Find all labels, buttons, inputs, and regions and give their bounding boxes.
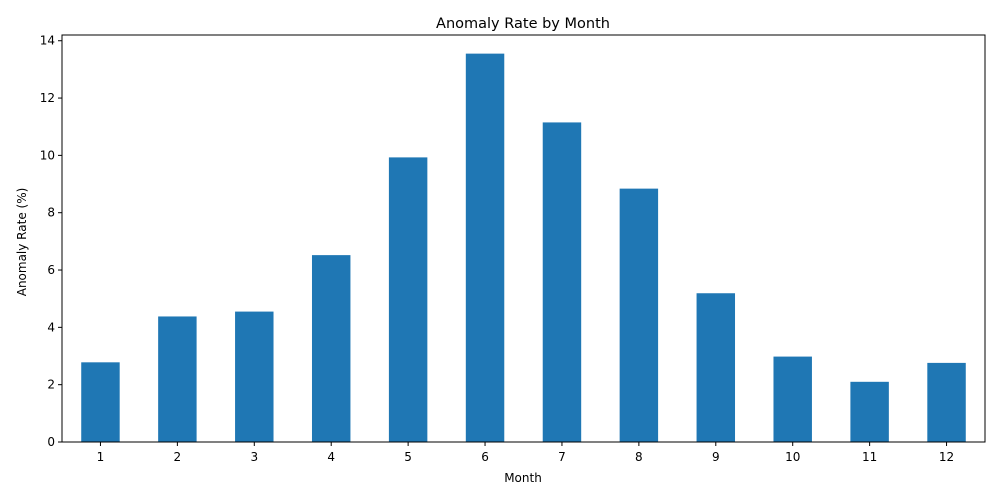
bar-month-8 (619, 188, 659, 442)
x-tick-label: 8 (635, 450, 643, 464)
y-tick-label: 10 (40, 148, 55, 162)
bar-month-6 (465, 53, 505, 443)
chart-title: Anomaly Rate by Month (436, 16, 610, 32)
x-tick-label: 2 (174, 450, 182, 464)
x-tick-label: 5 (404, 450, 412, 464)
x-tick-label: 4 (327, 450, 335, 464)
bar-month-5 (388, 157, 428, 442)
y-tick-label: 6 (47, 263, 55, 277)
x-tick-label: 7 (558, 450, 566, 464)
y-axis-ticks: 0 2 4 6 8 10 12 14 (40, 34, 62, 449)
x-tick-label: 12 (939, 450, 954, 464)
bar-month-3 (235, 311, 274, 442)
bar-month-10 (773, 356, 812, 442)
y-axis-title: Anomaly Rate (%) (15, 188, 29, 297)
x-tick-label: 6 (481, 450, 489, 464)
bar-month-1 (81, 362, 120, 442)
bar-month-9 (696, 293, 736, 442)
x-tick-label: 3 (250, 450, 258, 464)
y-tick-label: 4 (47, 320, 55, 334)
bars-group (81, 53, 966, 443)
bar-month-4 (311, 255, 351, 442)
x-axis-ticks: 1 2 3 4 5 6 7 8 9 10 11 12 (97, 442, 954, 464)
bar-month-2 (158, 316, 197, 442)
x-tick-label: 10 (785, 450, 800, 464)
y-tick-label: 14 (40, 34, 55, 48)
x-axis-title: Month (504, 471, 542, 485)
y-tick-label: 8 (47, 206, 55, 220)
x-tick-label: 1 (97, 450, 105, 464)
y-tick-label: 2 (47, 378, 55, 392)
y-tick-label: 0 (47, 435, 55, 449)
bar-month-12 (927, 362, 966, 442)
bar-month-7 (542, 122, 582, 443)
x-tick-label: 9 (712, 450, 720, 464)
y-tick-label: 12 (40, 91, 55, 105)
plot-frame (61, 34, 986, 443)
bar-month-11 (850, 381, 889, 442)
x-tick-label: 11 (862, 450, 877, 464)
